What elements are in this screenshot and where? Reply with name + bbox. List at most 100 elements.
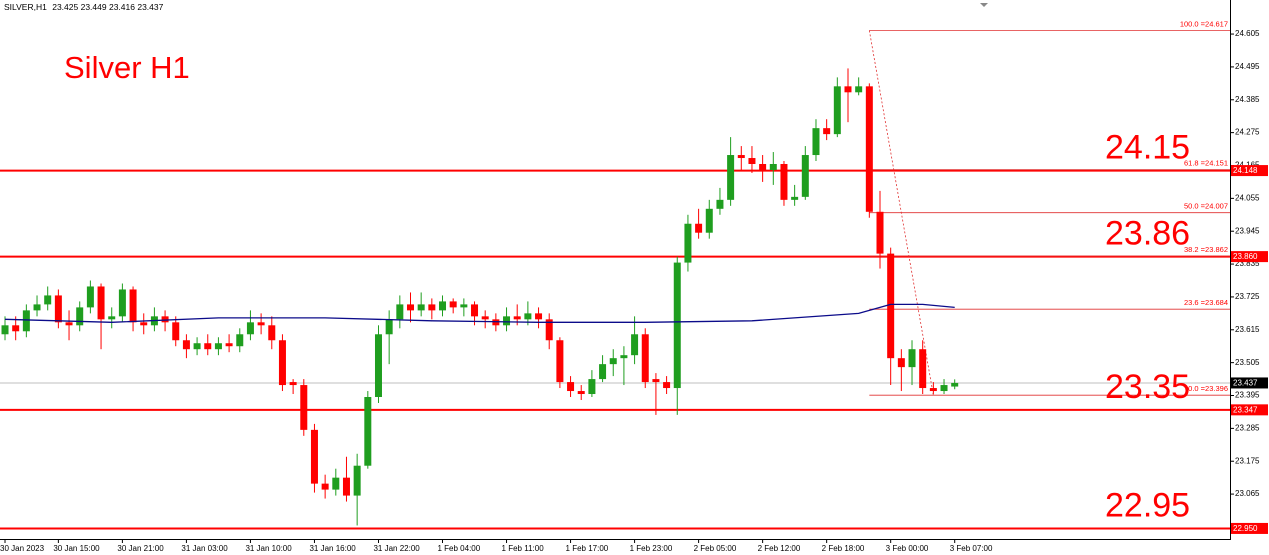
moving-average (4, 303, 955, 323)
y-tick-label: 23.615 (1235, 325, 1260, 334)
x-tick-label: 2 Feb 12:00 (758, 544, 801, 553)
candle-body (855, 86, 863, 93)
candle-body (631, 334, 639, 356)
candle-body (588, 379, 596, 395)
x-tick-label: 1 Feb 17:00 (566, 544, 609, 553)
y-tick-label: 24.605 (1235, 29, 1260, 38)
candle-body (172, 322, 180, 341)
candle-body (684, 223, 692, 263)
candle-body (417, 304, 425, 311)
candle-body (897, 358, 905, 368)
candle-body (374, 334, 382, 398)
candle-body (908, 349, 916, 368)
price-box-label: 23.860 (1233, 252, 1258, 261)
candle-body (300, 385, 308, 430)
fib-trendline (868, 30, 934, 396)
candle-body (428, 304, 436, 311)
candle-body (353, 465, 361, 496)
candle-body (108, 316, 116, 320)
candle-body (876, 211, 884, 254)
candle-body (812, 128, 820, 156)
candle-body (951, 382, 959, 387)
candle-body (716, 199, 724, 209)
candle-body (567, 382, 575, 392)
x-tick-label: 2 Feb 18:00 (822, 544, 865, 553)
candle-body (289, 382, 297, 386)
candle-body (609, 358, 617, 365)
candle-body (65, 322, 73, 326)
x-tick-label: 3 Feb 00:00 (886, 544, 929, 553)
candle-body (513, 316, 521, 320)
x-tick-label: 31 Jan 16:00 (309, 544, 356, 553)
candle-body (844, 86, 852, 93)
price-box-label: 23.347 (1233, 405, 1258, 414)
candle-body (310, 429, 318, 484)
candle-body (695, 223, 703, 233)
candle-body (940, 385, 948, 392)
candle-body (652, 379, 660, 383)
candle-body (887, 253, 895, 359)
price-box-label: 24.148 (1233, 166, 1258, 175)
x-tick-label: 31 Jan 10:00 (245, 544, 292, 553)
candle-body (396, 304, 404, 320)
candle-body (705, 208, 713, 233)
candle-body (342, 477, 350, 496)
x-tick-label: 1 Feb 11:00 (502, 544, 545, 553)
candle-body (663, 382, 671, 389)
last-low: 23.416 (109, 2, 135, 12)
candle-body (1, 325, 9, 335)
candle-body (246, 322, 254, 335)
candle-body (801, 155, 809, 197)
chart-title: Silver H1 (64, 50, 190, 85)
y-tick-label: 23.835 (1235, 259, 1260, 268)
last-close: 23.437 (137, 2, 163, 12)
candle-body (791, 196, 799, 200)
x-tick-label: 30 Jan 15:00 (53, 544, 100, 553)
candle-body (118, 289, 126, 317)
y-tick-label: 23.945 (1235, 226, 1260, 235)
y-tick-label: 23.505 (1235, 358, 1260, 367)
candle-body (460, 304, 468, 308)
candle-body (214, 343, 222, 350)
candle-body (748, 158, 756, 164)
candle-body (919, 349, 927, 389)
candle-body (556, 340, 564, 383)
candle-body (439, 301, 447, 311)
fib-label: 0.0 =23.396 (1188, 384, 1228, 393)
candle-body (759, 163, 767, 170)
candle-body (780, 163, 788, 200)
candle-body (44, 295, 52, 305)
fib-label: 61.8 =24.151 (1184, 159, 1228, 168)
x-tick-label: 31 Jan 22:00 (373, 544, 420, 553)
level-label: 23.35 (1105, 368, 1190, 406)
candle-body (129, 289, 137, 323)
price-box (1231, 165, 1268, 177)
candle-body (97, 286, 105, 320)
candle-body (76, 307, 84, 326)
y-tick-label: 24.055 (1235, 193, 1260, 202)
candle-body (727, 155, 735, 200)
candle-body (86, 286, 94, 308)
candle-body (545, 319, 553, 341)
candle-body (929, 388, 937, 392)
candle-body (823, 128, 831, 135)
candle-body (225, 343, 233, 347)
candle-body (481, 316, 489, 320)
candle-body (54, 295, 62, 323)
candle-body (535, 313, 543, 320)
candle-body (577, 391, 585, 395)
x-tick-label: 1 Feb 23:00 (630, 544, 673, 553)
price-box (1231, 404, 1268, 416)
symbol: SILVER,H1 (4, 2, 47, 12)
candle-body (449, 301, 457, 308)
level-label: 23.86 (1105, 215, 1190, 253)
price-box (1231, 522, 1268, 534)
y-tick-label: 23.285 (1235, 423, 1260, 432)
y-tick-label: 24.385 (1235, 95, 1260, 104)
y-tick-label: 23.065 (1235, 489, 1260, 498)
y-tick-label: 23.395 (1235, 391, 1260, 400)
x-tick-label: 31 Jan 03:00 (181, 544, 228, 553)
candle-body (278, 340, 286, 386)
